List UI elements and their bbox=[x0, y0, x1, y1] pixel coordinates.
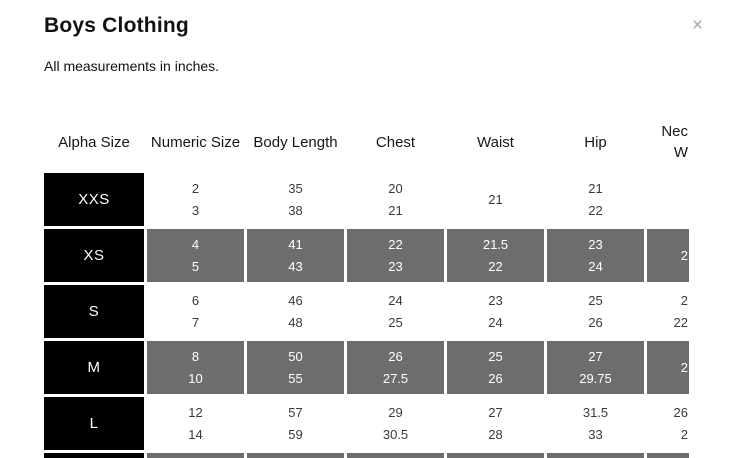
column-header-alpha-size: Alpha Size bbox=[58, 133, 130, 151]
column-header-numeric-size: Numeric Size bbox=[150, 133, 241, 151]
body-length-cell bbox=[247, 453, 344, 458]
waist-cell: 21.5 22 bbox=[447, 229, 544, 282]
close-icon[interactable]: × bbox=[691, 15, 703, 36]
body-length-cell: 46 48 bbox=[247, 285, 344, 338]
chest-cell: 22 23 bbox=[347, 229, 444, 282]
column-header-body-length: Body Length bbox=[253, 133, 338, 151]
waist-cell: 21 bbox=[447, 173, 544, 226]
body-length-cell: 35 38 bbox=[247, 173, 344, 226]
alpha-size-cell: L bbox=[44, 397, 144, 450]
neck-width-cell bbox=[647, 173, 689, 226]
hip-cell: 23 24 bbox=[547, 229, 644, 282]
column-header-waist: Waist bbox=[477, 133, 514, 151]
numeric-size-cell bbox=[147, 453, 244, 458]
waist-cell: 23 24 bbox=[447, 285, 544, 338]
alpha-size-cell bbox=[44, 453, 144, 458]
neck-width-cell: 26 2 bbox=[647, 397, 689, 450]
hip-cell: 25 26 bbox=[547, 285, 644, 338]
column-header-hip: Hip bbox=[584, 133, 607, 151]
hip-cell bbox=[547, 453, 644, 458]
column-header-neck-width-line1: Nec bbox=[661, 123, 688, 140]
page-title: Boys Clothing bbox=[44, 14, 189, 37]
size-table-grid: Alpha Size Numeric Size Body Length Ches… bbox=[44, 114, 689, 458]
size-table: Alpha Size Numeric Size Body Length Ches… bbox=[44, 114, 689, 458]
body-length-cell: 57 59 bbox=[247, 397, 344, 450]
numeric-size-cell: 8 10 bbox=[147, 341, 244, 394]
waist-cell: 25 26 bbox=[447, 341, 544, 394]
column-header-chest: Chest bbox=[375, 133, 416, 151]
hip-cell: 27 29.75 bbox=[547, 341, 644, 394]
body-length-cell: 50 55 bbox=[247, 341, 344, 394]
alpha-size-cell: XS bbox=[44, 229, 144, 282]
body-length-cell: 41 43 bbox=[247, 229, 344, 282]
page-subtitle: All measurements in inches. bbox=[44, 58, 220, 74]
chest-cell bbox=[347, 453, 444, 458]
chest-cell: 20 21 bbox=[347, 173, 444, 226]
hip-cell: 31.5 33 bbox=[547, 397, 644, 450]
waist-cell bbox=[447, 453, 544, 458]
alpha-size-cell: XXS bbox=[44, 173, 144, 226]
column-header-neck-width-line2: W bbox=[673, 144, 688, 161]
numeric-size-cell: 12 14 bbox=[147, 397, 244, 450]
waist-cell: 27 28 bbox=[447, 397, 544, 450]
neck-width-cell: 2 22 bbox=[647, 285, 689, 338]
neck-width-cell: 2 bbox=[647, 341, 689, 394]
neck-width-cell: 2 bbox=[647, 229, 689, 282]
hip-cell: 21 22 bbox=[547, 173, 644, 226]
chest-cell: 29 30.5 bbox=[347, 397, 444, 450]
neck-width-cell bbox=[647, 453, 689, 458]
alpha-size-cell: M bbox=[44, 341, 144, 394]
column-header-neck-width: Nec W bbox=[647, 114, 689, 170]
alpha-size-cell: S bbox=[44, 285, 144, 338]
chest-cell: 24 25 bbox=[347, 285, 444, 338]
chest-cell: 26 27.5 bbox=[347, 341, 444, 394]
